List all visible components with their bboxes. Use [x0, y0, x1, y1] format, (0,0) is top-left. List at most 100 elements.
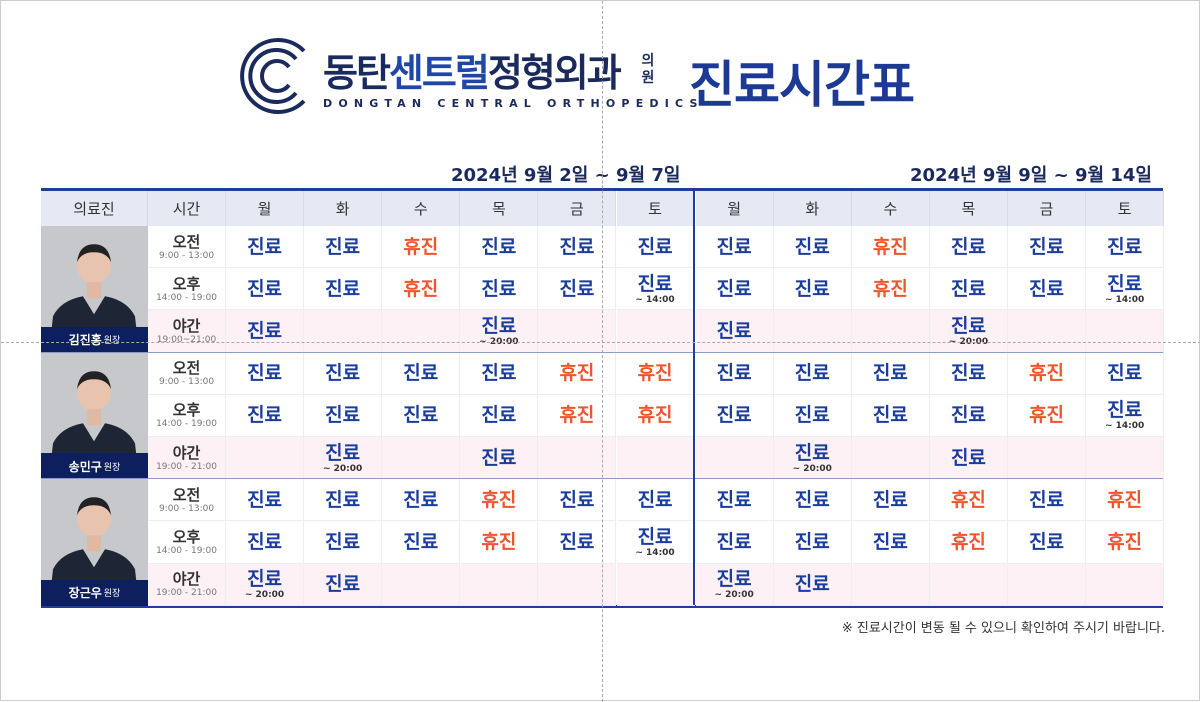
schedule-cell: 진료 — [538, 521, 617, 564]
schedule-cell: 진료 ~ 20:00 — [460, 310, 539, 353]
schedule-cell: 진료 — [226, 268, 305, 311]
doctor-title: 원장 — [103, 589, 121, 600]
hours-note: ~ 14:00 — [1104, 421, 1145, 432]
schedule-cell — [1008, 563, 1087, 606]
doctor-photo-card: 김진홍 원장 — [41, 226, 148, 353]
crosshair-horizontal — [1, 342, 1200, 343]
status-open: 진료 — [325, 235, 361, 258]
header-day: 수 — [851, 191, 930, 226]
status-closed: 휴진 — [559, 404, 595, 427]
hours-note: ~ 20:00 — [792, 463, 832, 474]
status-closed: 휴진 — [1107, 488, 1143, 511]
schedule-cell — [226, 437, 305, 480]
time-slot-label: 야간 — [172, 316, 201, 335]
schedule-cell: 진료 — [773, 479, 852, 522]
header-day: 화 — [773, 191, 852, 226]
status-open: 진료 — [247, 319, 283, 342]
schedule-cell: 진료 ~ 14:00 — [616, 521, 695, 564]
schedule-cell: 휴진 — [851, 268, 930, 311]
schedule-cell — [382, 563, 461, 606]
status-open: 진료 — [1029, 530, 1065, 553]
schedule-cell: 진료 — [304, 563, 383, 606]
schedule-cell — [382, 437, 461, 480]
hours-note: ~ 20:00 — [244, 590, 285, 601]
doctor-name: 송민구 원장 — [41, 453, 148, 480]
schedule-cell — [538, 437, 617, 480]
schedule-cell: 진료 — [460, 352, 539, 395]
time-slot-hours: 19:00~21:00 — [156, 334, 217, 345]
schedule-cell — [616, 437, 695, 480]
time-slot-cell: 오후 14:00 - 19:00 — [148, 268, 226, 311]
status-open: 진료 — [559, 277, 595, 300]
schedule-cell: 진료 — [695, 226, 774, 269]
status-open: 진료 — [950, 235, 986, 258]
schedule-cell: 휴진 — [1086, 479, 1165, 522]
time-slot-hours: 14:00 - 19:00 — [156, 292, 217, 303]
schedule-cell: 진료 — [460, 394, 539, 437]
schedule-cell: 진료 — [929, 226, 1008, 269]
hours-note: ~ 20:00 — [322, 463, 363, 474]
schedule-cell: 진료 — [1086, 226, 1165, 269]
schedule-cell: 휴진 — [538, 394, 617, 437]
status-open: 진료 — [794, 235, 830, 258]
time-slot-hours: 19:00 - 21:00 — [156, 588, 217, 599]
status-open: 진료 — [1107, 362, 1143, 385]
schedule-cell — [773, 310, 852, 353]
schedule-cell: 진료 — [382, 479, 461, 522]
status-open: 진료 — [716, 235, 752, 258]
schedule-cell: 진료 — [929, 394, 1008, 437]
schedule-cell: 진료 — [382, 521, 461, 564]
status-open: 진료 — [872, 404, 908, 427]
schedule-cell: 진료 — [226, 310, 305, 353]
status-open: 진료 — [872, 362, 908, 385]
schedule-cell: 진료 — [226, 521, 305, 564]
schedule-cell: 휴진 — [929, 479, 1008, 522]
status-open: 진료 — [559, 488, 595, 511]
status-open: 진료 — [403, 362, 439, 385]
status-closed: 휴진 — [403, 277, 439, 300]
status-open: 진료 — [637, 488, 673, 511]
status-open: 진료 — [794, 441, 830, 464]
schedule-cell: 진료 — [929, 437, 1008, 480]
schedule-cell: 휴진 — [382, 268, 461, 311]
status-open: 진료 — [247, 404, 283, 427]
time-slot-cell: 오후 14:00 - 19:00 — [148, 394, 226, 437]
time-slot-hours: 14:00 - 19:00 — [156, 545, 217, 556]
time-slot-hours: 14:00 - 19:00 — [156, 419, 217, 430]
schedule-table: 의료진 시간 월 화 수 목 금 토 월 화 수 목 금 토 김진홍 원장 오전 9:00 - 13:00 진료 진료… — [41, 188, 1165, 608]
schedule-cell: 진료 — [1086, 352, 1165, 395]
status-closed: 휴진 — [1029, 362, 1065, 385]
hours-note: ~ 14:00 — [635, 294, 675, 305]
schedule-cell: 진료 — [538, 226, 617, 269]
schedule-cell: 진료 — [304, 521, 383, 564]
status-open: 진료 — [325, 573, 361, 596]
schedule-cell: 진료 — [460, 268, 539, 311]
status-open: 진료 — [559, 235, 595, 258]
hours-note: ~ 20:00 — [479, 336, 519, 347]
status-open: 진료 — [1107, 235, 1143, 258]
schedule-cell: 진료 ~ 14:00 — [616, 268, 695, 311]
schedule-cell: 진료 — [226, 394, 305, 437]
status-open: 진료 — [872, 530, 908, 553]
schedule-cell — [460, 563, 539, 606]
schedule-cell — [695, 437, 774, 480]
schedule-cell — [616, 563, 695, 606]
schedule-cell: 휴진 — [1008, 352, 1087, 395]
schedule-cell: 진료 — [773, 268, 852, 311]
schedule-cell: 진료 — [1008, 268, 1087, 311]
header-day: 월 — [695, 191, 774, 226]
schedule-cell: 진료 — [695, 352, 774, 395]
status-open: 진료 — [716, 362, 752, 385]
status-open: 진료 — [1107, 272, 1143, 295]
schedule-cell: 휴진 — [616, 394, 695, 437]
schedule-cell: 진료 ~ 20:00 — [695, 563, 774, 606]
schedule-cell: 휴진 — [616, 352, 695, 395]
schedule-cell: 진료 — [695, 521, 774, 564]
schedule-cell: 휴진 — [460, 521, 539, 564]
schedule-cell: 진료 — [226, 352, 305, 395]
header-day: 금 — [538, 191, 617, 226]
doctor-name: 장근우 원장 — [41, 579, 148, 606]
schedule-cell: 진료 — [616, 226, 695, 269]
status-open: 진료 — [247, 362, 283, 385]
